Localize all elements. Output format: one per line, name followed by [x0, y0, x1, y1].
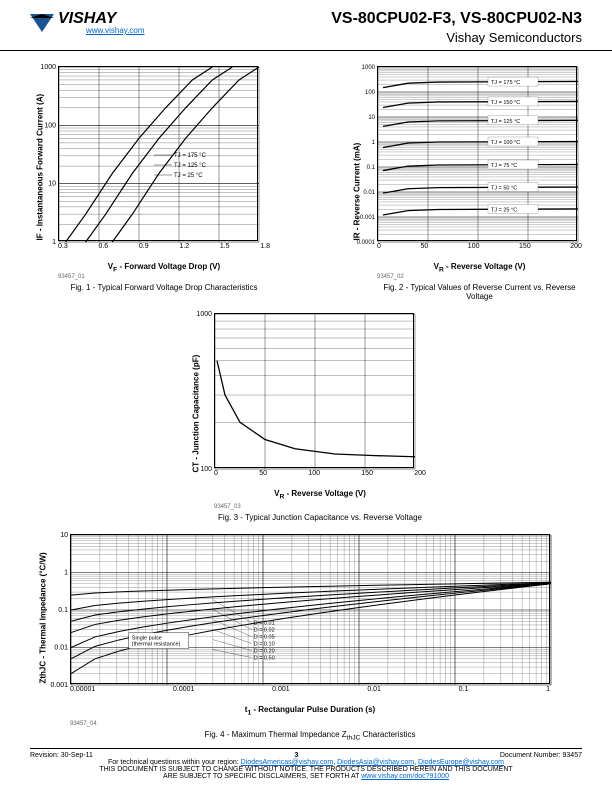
svg-text:D = 0.50: D = 0.50	[254, 656, 275, 662]
svg-text:TJ = 50 °C: TJ = 50 °C	[491, 186, 517, 192]
brand-url[interactable]: www.vishay.com	[86, 26, 145, 35]
revision-date: Revision: 30-Sep-11	[30, 752, 93, 759]
tech-contact-line: For technical questions within your regi…	[30, 759, 582, 766]
fig4-xlabel: t1 - Rectangular Pulse Duration (s)	[70, 705, 550, 717]
fig4-xticks: 0.000010.00010.0010.010.11	[70, 686, 550, 693]
svg-text:D = 0.01: D = 0.01	[254, 621, 275, 627]
svg-text:D = 0.20: D = 0.20	[254, 649, 275, 655]
content-area: IF - Instantaneous Forward Current (A) 1…	[0, 51, 612, 756]
page-footer: Revision: 30-Sep-11 3 Document Number: 9…	[0, 748, 612, 780]
svg-text:TJ = 25 °C: TJ = 25 °C	[174, 173, 203, 179]
fig3-xlabel: VR - Reverse Voltage (V)	[214, 489, 426, 501]
fig1-xticks: 0.30.60.91.21.51.8	[58, 243, 270, 250]
disclaimer-line2: ARE SUBJECT TO SPECIFIC DISCLAIMERS, SET…	[30, 773, 582, 780]
fig3-xticks: 050100150200	[214, 470, 426, 477]
svg-text:(thermal resistance): (thermal resistance)	[132, 642, 181, 648]
fig1-caption: Fig. 1 - Typical Forward Voltage Drop Ch…	[58, 283, 270, 292]
svg-text:D = 0.10: D = 0.10	[254, 642, 275, 648]
fig2-chart: 0.00010.0010.010.11101001000TJ = 175 °CT…	[377, 66, 577, 241]
svg-text:1: 1	[372, 140, 376, 146]
svg-text:0.1: 0.1	[58, 607, 68, 614]
fig3-chart: 1001000	[214, 313, 414, 468]
email-americas[interactable]: DiodesAmericas@vishay.com	[241, 759, 334, 766]
header-right: VS-80CPU02-F3, VS-80CPU02-N3 Vishay Semi…	[331, 10, 582, 45]
svg-text:1: 1	[52, 239, 56, 246]
disclaimer-line1: THIS DOCUMENT IS SUBJECT TO CHANGE WITHO…	[30, 766, 582, 773]
fig4-ylabel: ZthJC - Thermal Impedance (°C/W)	[39, 534, 48, 684]
svg-text:TJ = 150 °C: TJ = 150 °C	[491, 100, 520, 106]
svg-text:100: 100	[365, 90, 376, 96]
fig1-xlabel: VF - VF - Forward Voltage Drop (V)Forwar…	[58, 262, 270, 274]
fig1-container: IF - Instantaneous Forward Current (A) 1…	[30, 66, 270, 301]
svg-text:0.0001: 0.0001	[357, 240, 376, 246]
footer-meta: Revision: 30-Sep-11 3 Document Number: 9…	[30, 748, 582, 759]
email-europe[interactable]: DiodesEurope@vishay.com	[418, 759, 504, 766]
page-header: VISHAY www.vishay.com VS-80CPU02-F3, VS-…	[0, 0, 612, 51]
brand-name: VISHAY	[58, 10, 116, 27]
svg-text:100: 100	[44, 122, 56, 129]
fig1-ylabel: IF - Instantaneous Forward Current (A)	[36, 71, 45, 241]
svg-text:0.001: 0.001	[360, 215, 376, 221]
svg-text:TJ = 125 °C: TJ = 125 °C	[491, 119, 520, 125]
svg-text:D = 0.02: D = 0.02	[254, 628, 275, 634]
svg-text:100: 100	[200, 466, 212, 473]
charts-row-1: IF - Instantaneous Forward Current (A) 1…	[30, 66, 582, 301]
svg-text:D = 0.05: D = 0.05	[254, 635, 275, 641]
fig3-ylabel: CT - Junction Capacitance (pF)	[192, 312, 201, 472]
fig4-row: ZthJC - Thermal Impedance (°C/W) 0.0010.…	[30, 534, 582, 741]
fig1-ref: 93457_01	[58, 274, 85, 280]
document-number: Document Number: 93457	[500, 752, 582, 759]
page-number: 3	[294, 752, 298, 759]
svg-text:1000: 1000	[362, 65, 376, 71]
svg-text:0.1: 0.1	[367, 165, 376, 171]
fig2-ref: 93457_02	[377, 274, 404, 280]
fig3-row: CT - Junction Capacitance (pF) 1001000 0…	[30, 313, 582, 523]
logo: VISHAY www.vishay.com	[30, 10, 145, 35]
fig2-xticks: 050100150200	[377, 243, 582, 250]
fig2-caption: Fig. 2 - Typical Values of Reverse Curre…	[377, 283, 582, 301]
svg-text:10: 10	[60, 532, 68, 539]
fig2-xlabel: VR - Reverse Voltage (V)	[377, 262, 582, 274]
email-asia[interactable]: DiodesAsia@vishay.com	[337, 759, 414, 766]
vishay-triangle-icon	[30, 14, 54, 32]
fig3-caption: Fig. 3 - Typical Junction Capacitance vs…	[214, 513, 426, 522]
part-numbers: VS-80CPU02-F3, VS-80CPU02-N3	[331, 10, 582, 28]
fig4-caption: Fig. 4 - Maximum Thermal Impedance ZthJC…	[70, 730, 550, 742]
svg-text:TJ = 125 °C: TJ = 125 °C	[174, 163, 207, 169]
fig4-ref: 93457_04	[70, 721, 97, 727]
fig1-chart: 1101001000TJ = 175 °CTJ = 125 °CTJ = 25 …	[58, 66, 258, 241]
svg-text:10: 10	[368, 115, 375, 121]
fig3-container: CT - Junction Capacitance (pF) 1001000 0…	[186, 313, 426, 523]
fig2-ylabel: IR - Reverse Current (mA)	[353, 71, 362, 241]
svg-text:TJ = 100 °C: TJ = 100 °C	[491, 140, 520, 146]
fig3-ref: 93457_03	[214, 504, 241, 510]
svg-text:0.01: 0.01	[54, 645, 68, 652]
svg-text:10: 10	[48, 181, 56, 188]
svg-text:TJ = 175 °C: TJ = 175 °C	[491, 80, 520, 86]
fig2-container: IR - Reverse Current (mA) 0.00010.0010.0…	[342, 66, 582, 301]
svg-text:TJ = 75 °C: TJ = 75 °C	[491, 163, 517, 169]
header-subtitle: Vishay Semiconductors	[331, 30, 582, 45]
svg-text:TJ = 175 °C: TJ = 175 °C	[174, 153, 207, 159]
svg-text:0.01: 0.01	[363, 190, 375, 196]
svg-text:0.001: 0.001	[50, 682, 68, 689]
svg-text:TJ = 25 °C: TJ = 25 °C	[491, 207, 517, 213]
fig4-chart: 0.0010.010.1110Single pulse(thermal resi…	[70, 534, 550, 684]
fig4-container: ZthJC - Thermal Impedance (°C/W) 0.0010.…	[30, 534, 582, 741]
svg-text:1: 1	[64, 570, 68, 577]
disclaimer-link[interactable]: www.vishay.com/doc?91000	[361, 773, 449, 780]
